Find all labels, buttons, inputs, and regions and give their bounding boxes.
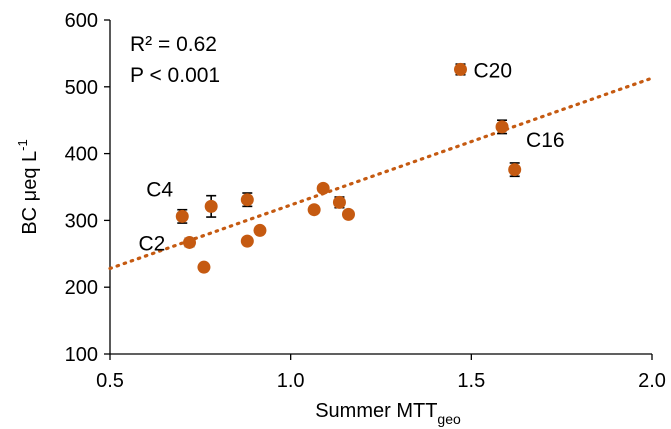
data-point — [253, 223, 267, 237]
data-point — [182, 235, 196, 249]
x-axis-title-main: Summer MTT — [315, 400, 437, 422]
y-tick-label: 500 — [65, 77, 98, 99]
r-squared-label: R² = 0.62 — [130, 33, 217, 56]
y-axis-title-sup: -1 — [15, 139, 30, 151]
y-axis-title-main: BC μeq L — [19, 151, 41, 235]
data-point — [240, 234, 254, 248]
x-tick-label: 0.5 — [96, 370, 124, 392]
data-point — [341, 207, 355, 221]
data-point — [240, 193, 254, 207]
data-point — [453, 62, 467, 76]
point-annotations: C4 C2 C20 C16 — [138, 59, 564, 255]
data-point — [204, 199, 218, 213]
data-point — [495, 120, 509, 134]
y-tick-label: 400 — [65, 144, 98, 166]
x-tick-label: 2.0 — [638, 370, 666, 392]
trendline — [108, 76, 654, 271]
data-points — [175, 62, 522, 274]
x-axis-title-sub: geo — [437, 411, 461, 427]
x-tick-label: 1.0 — [277, 370, 305, 392]
axes — [109, 20, 652, 355]
data-point — [307, 203, 321, 217]
x-tick-label: 1.5 — [457, 370, 485, 392]
y-tick-label: 100 — [65, 344, 98, 366]
data-point — [197, 260, 211, 274]
point-annotation: C2 — [138, 232, 165, 255]
y-axis-title: BC μeq L-1 — [15, 139, 41, 234]
data-point — [316, 181, 330, 195]
x-ticks: 0.5 1.0 1.5 2.0 — [96, 354, 666, 392]
y-tick-label: 200 — [65, 277, 98, 299]
x-axis-title: Summer MTTgeo — [315, 400, 461, 427]
y-ticks: 100 200 300 400 500 600 — [65, 10, 110, 366]
point-annotation: C4 — [146, 178, 173, 201]
point-annotation: C20 — [473, 59, 512, 82]
y-tick-label: 600 — [65, 10, 98, 32]
data-point — [175, 209, 189, 223]
p-value-label: P < 0.001 — [130, 64, 220, 87]
data-point — [332, 195, 346, 209]
y-tick-label: 300 — [65, 210, 98, 232]
point-annotation: C16 — [526, 129, 565, 152]
data-point — [508, 163, 522, 177]
